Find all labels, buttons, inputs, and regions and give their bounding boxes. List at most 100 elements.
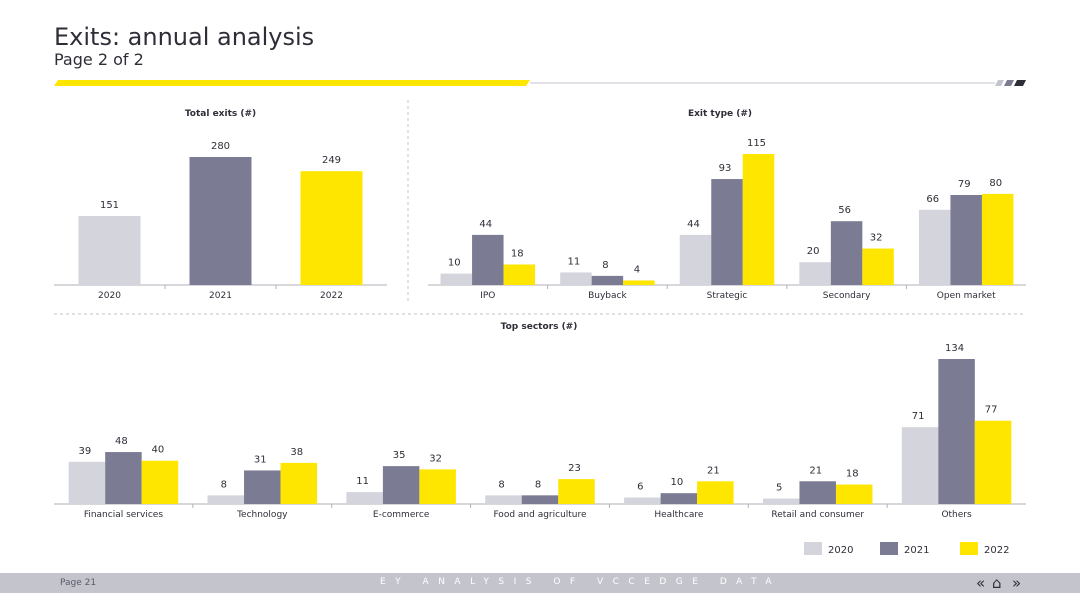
footer-caption: EY ANALYSIS OF VCCEDGE DATA: [380, 577, 782, 587]
total-exits-chart: Total exits (#) 151 2020 280 2021 249 2022: [54, 109, 387, 301]
bar-e-commerce-2022: [419, 469, 456, 504]
bar-retail-and-consumer-2021: [799, 481, 836, 504]
bar-2022: [300, 171, 363, 285]
tick-label-2022: 2022: [320, 291, 343, 301]
chart-title: Total exits (#): [185, 109, 256, 119]
bar-others-2021: [938, 359, 975, 504]
data-label-strategic-2020: 44: [687, 219, 700, 230]
bar-open-market-2022: [981, 193, 1014, 285]
data-label-strategic-2022: 115: [747, 138, 766, 149]
page-number: Page 21: [60, 578, 97, 588]
nav-previous-icon[interactable]: «: [976, 574, 986, 592]
bar-others-2022: [974, 420, 1012, 504]
chart-legend: 2020 2021 2022: [804, 542, 1009, 556]
bar-e-commerce-2021: [382, 466, 420, 504]
data-label-technology-2021: 31: [254, 454, 267, 465]
bar-open-market-2021: [950, 195, 982, 285]
tick-label-strategic: Strategic: [707, 291, 748, 301]
data-label-healthcare-2020: 6: [637, 482, 643, 493]
tick-label-e-commerce: E-commerce: [373, 510, 430, 520]
bar-healthcare-2022: [697, 481, 734, 504]
data-label-others-2021: 134: [945, 343, 964, 354]
bar-food-and-agriculture-2021: [521, 495, 559, 504]
chart-title: Exit type (#): [688, 109, 752, 119]
tick-label-open-market: Open market: [937, 291, 996, 301]
data-label-others-2020: 71: [912, 411, 925, 422]
data-label-retail-and-consumer-2020: 5: [776, 483, 782, 494]
data-label-open-market-2020: 66: [926, 194, 939, 205]
data-label-secondary-2020: 20: [807, 246, 820, 257]
data-label-ipo-2020: 10: [448, 258, 461, 269]
tick-label-secondary: Secondary: [823, 291, 871, 301]
tick-label-others: Others: [941, 510, 972, 520]
bar-2021: [189, 157, 252, 285]
bar-secondary-2022: [862, 248, 894, 285]
data-label-secondary-2022: 32: [870, 233, 883, 244]
bar-strategic-2021: [711, 179, 743, 285]
data-label-buyback-2021: 8: [602, 260, 608, 271]
data-label-healthcare-2022: 21: [707, 465, 720, 476]
bar-food-and-agriculture-2022: [558, 479, 595, 504]
data-label-2021: 280: [211, 141, 230, 152]
tick-label-food-and-agriculture: Food and agriculture: [493, 510, 587, 520]
bar-secondary-2020: [799, 262, 831, 285]
data-label-food-and-agriculture-2020: 8: [498, 479, 504, 490]
bar-financial-services-2021: [105, 452, 142, 504]
bar-strategic-2022: [742, 154, 775, 285]
data-label-retail-and-consumer-2022: 18: [846, 469, 859, 480]
data-label-technology-2022: 38: [290, 447, 303, 458]
bar-e-commerce-2020: [346, 492, 383, 504]
data-label-others-2022: 77: [985, 405, 998, 416]
data-label-financial-services-2021: 48: [115, 436, 128, 447]
bar-healthcare-2021: [660, 493, 698, 504]
header-dash-1: [995, 80, 1004, 86]
data-label-e-commerce-2021: 35: [393, 450, 406, 461]
legend-label-2020: 2020: [828, 545, 853, 556]
bar-buyback-2022: [623, 280, 655, 285]
bar-strategic-2020: [679, 234, 712, 285]
bar-others-2020: [901, 427, 939, 504]
header-dash-3: [1014, 80, 1026, 86]
tick-label-2021: 2021: [209, 291, 232, 301]
data-label-food-and-agriculture-2022: 23: [568, 463, 581, 474]
bar-ipo-2021: [472, 234, 504, 285]
data-label-ipo-2021: 44: [479, 219, 492, 230]
bar-retail-and-consumer-2022: [835, 484, 873, 504]
data-label-ipo-2022: 18: [511, 248, 524, 259]
nav-home-icon[interactable]: ⌂: [992, 574, 1002, 592]
legend-swatch-2020: [804, 542, 822, 555]
data-label-financial-services-2020: 39: [79, 446, 92, 457]
data-label-open-market-2022: 80: [989, 178, 1002, 189]
tick-label-financial-services: Financial services: [84, 510, 164, 520]
data-label-buyback-2020: 11: [568, 256, 581, 267]
bar-secondary-2021: [830, 221, 863, 285]
data-label-secondary-2021: 56: [838, 205, 851, 216]
tick-label-healthcare: Healthcare: [654, 510, 704, 520]
bar-ipo-2020: [440, 273, 473, 285]
data-label-2020: 151: [100, 200, 119, 211]
bar-healthcare-2020: [624, 497, 661, 504]
header-accent-bar: [54, 80, 530, 86]
data-label-strategic-2021: 93: [719, 163, 732, 174]
bar-open-market-2020: [918, 209, 951, 285]
header-dash-2: [1004, 80, 1014, 86]
bar-retail-and-consumer-2020: [762, 498, 800, 504]
tick-label-technology: Technology: [236, 510, 288, 520]
bar-2020: [78, 215, 141, 285]
bar-food-and-agriculture-2020: [485, 495, 522, 504]
bar-financial-services-2022: [141, 460, 179, 504]
tick-label-retail-and-consumer: Retail and consumer: [771, 510, 864, 520]
tick-label-2020: 2020: [98, 291, 121, 301]
data-label-food-and-agriculture-2021: 8: [535, 479, 541, 490]
exit-type-chart: Exit type (#) 10 44 18 IPO 11 8 4 Buyback 44 93 115…: [428, 109, 1026, 301]
bar-technology-2022: [280, 462, 318, 504]
top-sectors-chart: Top sectors (#) 39 48 40 Financial services 8…: [54, 322, 1026, 520]
bar-buyback-2020: [560, 272, 592, 285]
data-label-healthcare-2021: 10: [670, 477, 683, 488]
bar-technology-2020: [207, 495, 245, 504]
nav-next-icon[interactable]: »: [1012, 574, 1022, 592]
chart-title: Top sectors (#): [501, 322, 578, 332]
data-label-technology-2020: 8: [221, 479, 227, 490]
data-label-2022: 249: [322, 155, 341, 166]
